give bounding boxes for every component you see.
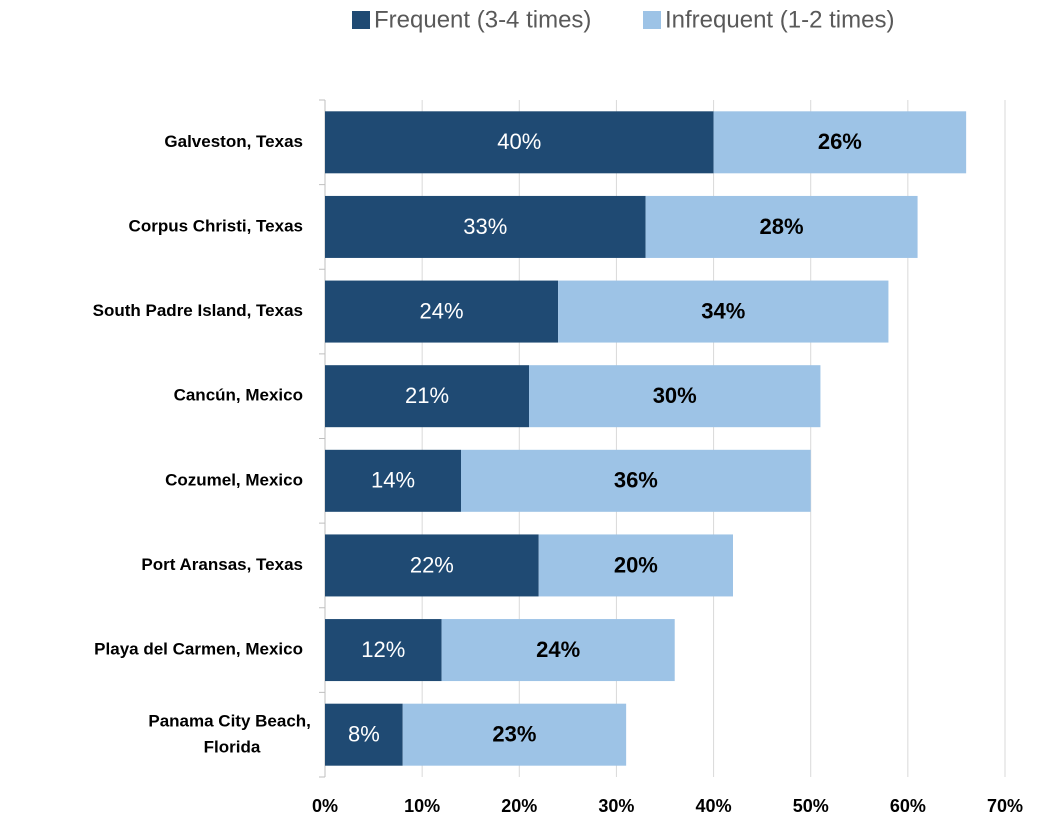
y-tick-label: Cancún, Mexico bbox=[174, 386, 303, 405]
bar-segment bbox=[325, 449, 461, 512]
bar-segment bbox=[325, 195, 646, 258]
value-label: 23% bbox=[492, 722, 536, 747]
y-tick-label: Galveston, Texas bbox=[164, 132, 303, 151]
bar-segment bbox=[529, 365, 821, 428]
value-label: 36% bbox=[614, 468, 658, 493]
legend-label: Infrequent (1-2 times) bbox=[665, 6, 894, 33]
value-label: 14% bbox=[371, 468, 415, 493]
y-tick-label: Port Aransas, Texas bbox=[141, 555, 303, 574]
bar-segment bbox=[325, 280, 559, 343]
bar-segment bbox=[558, 280, 889, 343]
bar-segment bbox=[441, 619, 675, 682]
value-label: 28% bbox=[760, 214, 804, 239]
value-label: 21% bbox=[405, 383, 449, 408]
x-tick-label: 40% bbox=[696, 796, 732, 816]
bar-segment bbox=[461, 449, 811, 512]
bar-segment bbox=[325, 703, 403, 766]
y-tick-label: South Padre Island, Texas bbox=[93, 301, 303, 320]
value-label: 26% bbox=[818, 129, 862, 154]
x-tick-label: 20% bbox=[501, 796, 537, 816]
bar-segment bbox=[538, 534, 733, 597]
y-tick-label: Panama City Beach, Florida bbox=[148, 712, 315, 757]
value-label: 22% bbox=[410, 552, 454, 577]
x-tick-label: 30% bbox=[598, 796, 634, 816]
legend-swatch bbox=[643, 11, 661, 29]
value-label: 24% bbox=[420, 298, 464, 323]
y-tick-label: Playa del Carmen, Mexico bbox=[94, 640, 303, 659]
x-tick-label: 60% bbox=[890, 796, 926, 816]
y-tick-label: Cozumel, Mexico bbox=[165, 470, 303, 489]
value-label: 20% bbox=[614, 552, 658, 577]
bar-segment bbox=[402, 703, 627, 766]
value-label: 33% bbox=[463, 214, 507, 239]
value-label: 40% bbox=[497, 129, 541, 154]
value-label: 30% bbox=[653, 383, 697, 408]
bar-segment bbox=[325, 619, 442, 682]
bar-segment bbox=[325, 534, 539, 597]
bar-segment bbox=[713, 111, 967, 174]
x-tick-label: 50% bbox=[793, 796, 829, 816]
x-tick-label: 70% bbox=[987, 796, 1023, 816]
legend-label: Frequent (3-4 times) bbox=[374, 6, 591, 33]
bar-segment bbox=[325, 111, 714, 174]
x-tick-label: 10% bbox=[404, 796, 440, 816]
bar-segment bbox=[645, 195, 918, 258]
value-label: 24% bbox=[536, 637, 580, 662]
value-label: 34% bbox=[701, 298, 745, 323]
value-label: 12% bbox=[361, 637, 405, 662]
legend-swatch bbox=[352, 11, 370, 29]
x-tick-label: 0% bbox=[312, 796, 338, 816]
y-tick-label: Corpus Christi, Texas bbox=[129, 216, 303, 235]
value-label: 8% bbox=[348, 722, 380, 747]
bar-segment bbox=[325, 365, 529, 428]
